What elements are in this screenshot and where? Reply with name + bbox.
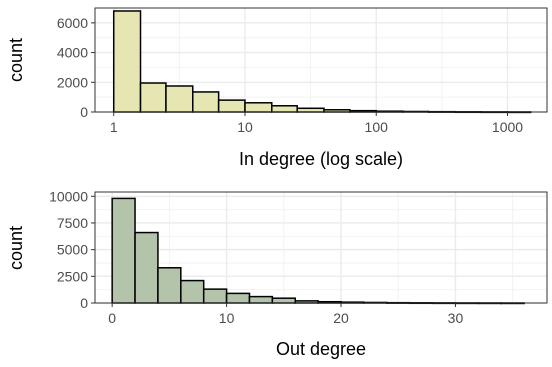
panel-border [94, 7, 548, 113]
panel-border [94, 191, 548, 304]
histogram-bar [139, 82, 167, 113]
histogram-bar [248, 295, 274, 304]
histogram-bar [191, 91, 220, 113]
y-axis-title: count [6, 226, 26, 270]
histogram-bar [202, 288, 228, 304]
y-tick-label: 7500 [57, 215, 88, 231]
histogram-bar [225, 292, 251, 304]
y-tick-label: 4000 [57, 45, 88, 61]
histogram-bar [157, 267, 182, 304]
x-tick-label: 1 [110, 119, 118, 135]
histogram-panel-1: 0 2000 4000 6000 1 10 100 1000 In degree (log sc… [6, 7, 548, 169]
y-tick-label: 0 [80, 104, 88, 120]
histogram-bar [271, 297, 297, 304]
y-tick-label: 0 [80, 295, 88, 311]
y-axis-title: count [6, 38, 26, 82]
y-tick-label: 2000 [57, 74, 88, 90]
histogram-bar [165, 85, 194, 113]
x-tick-label: 30 [448, 310, 464, 326]
y-tick-label: 6000 [57, 15, 88, 31]
histogram-bar [296, 107, 325, 113]
x-axis-title: In degree (log scale) [239, 149, 403, 169]
x-tick-label: 1000 [492, 119, 523, 135]
histogram-bars [111, 197, 525, 305]
x-tick-label: 100 [365, 119, 389, 135]
histogram-panel-2: 0 2500 5000 7500 10000 0 10 20 30 Out degree count [6, 188, 548, 359]
y-tick-label: 5000 [57, 242, 88, 258]
histogram-bar [111, 197, 136, 304]
histogram-bar [244, 102, 273, 113]
x-tick-label: 10 [237, 119, 253, 135]
histogram-bar [271, 105, 298, 113]
histogram-bar [134, 231, 159, 304]
y-tick-label: 2500 [57, 268, 88, 284]
x-tick-label: 0 [108, 310, 116, 326]
x-tick-label: 10 [219, 310, 235, 326]
x-axis-title: Out degree [276, 339, 366, 359]
x-tick-label: 20 [333, 310, 349, 326]
histogram-bar [217, 99, 246, 113]
histogram-bar [112, 10, 142, 113]
histogram-bar [180, 279, 205, 304]
y-tick-label: 10000 [49, 188, 88, 204]
